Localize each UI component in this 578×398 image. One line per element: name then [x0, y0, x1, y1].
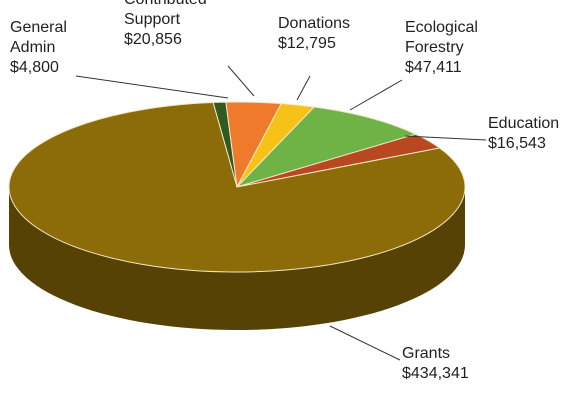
slice-name-label: Ecological: [405, 19, 478, 36]
slice-name-label: Support: [124, 11, 181, 28]
slice-name-label: General: [10, 19, 67, 36]
slice-value-label: $4,800: [10, 59, 59, 76]
slice-name-label: Forestry: [405, 39, 464, 56]
slice-name-label: Donations: [278, 15, 350, 32]
slice-name-label: Education: [488, 115, 559, 132]
pie-sides: [9, 187, 465, 330]
slice-value-label: $20,856: [124, 31, 182, 48]
leader-line-grants: [329, 325, 401, 361]
pie-side-grants: [9, 187, 465, 330]
leader-line-ecological-forestry: [349, 79, 403, 111]
pie-slice-ecological-forestry: [235, 106, 418, 189]
slice-labels: General Admin $4,800 Contributed Support $20,…: [10, 0, 559, 382]
pie-slice-grants: [8, 101, 466, 273]
slice-name-label: Admin: [10, 39, 55, 56]
leader-line-general-admin: [75, 75, 229, 99]
slice-value-label: $47,411: [405, 59, 462, 76]
pie-slices: [8, 101, 466, 273]
leader-line-education: [404, 135, 487, 141]
leader-lines: [75, 65, 487, 361]
slice-value-label: $16,543: [488, 135, 546, 152]
slice-value-label: $12,795: [278, 35, 336, 52]
slice-value-label: $434,341: [402, 365, 469, 382]
leader-line-contributed-support: [227, 65, 255, 97]
slice-name-label: Grants: [402, 345, 450, 362]
leader-line-donations: [296, 75, 311, 101]
slice-name-label: Contributed: [124, 0, 207, 8]
